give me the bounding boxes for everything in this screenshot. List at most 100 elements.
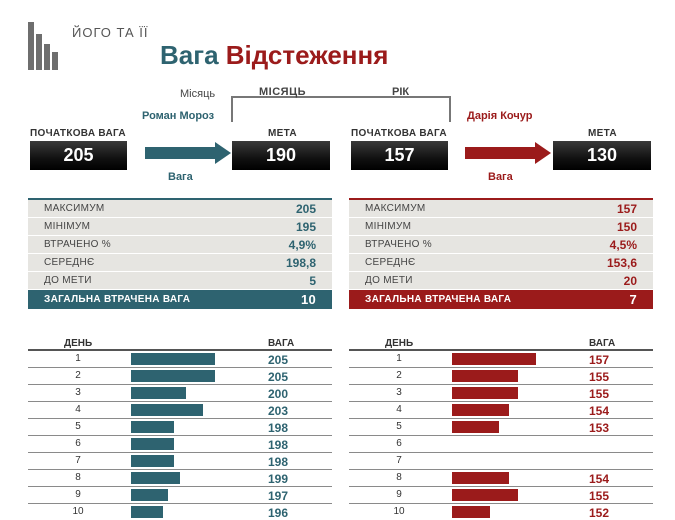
stat-label: ВТРАЧЕНО % <box>365 239 433 250</box>
weight-bar <box>131 455 174 467</box>
start-weight-label-right: ПОЧАТКОВА ВАГА <box>351 128 447 139</box>
table-row: 1 157 <box>349 351 653 368</box>
stat-label: ДО МЕТИ <box>44 275 92 286</box>
daily-table-left: ДЕНЬ ВАГА 1 205 2 205 3 200 4 203 5 198 6 198 7 198 8 1… <box>28 338 332 520</box>
start-weight-right[interactable]: 157 <box>351 141 448 170</box>
weight-cell[interactable]: 205 <box>268 353 289 367</box>
weight-cell[interactable]: 198 <box>268 455 289 469</box>
weight-cell[interactable]: 196 <box>268 506 289 520</box>
weight-bar <box>452 370 518 382</box>
weight-cell[interactable]: 152 <box>589 506 610 520</box>
stat-value: 157 <box>616 201 637 216</box>
weight-cell[interactable]: 205 <box>268 370 289 384</box>
table-rows: 1 157 2 155 3 155 4 154 5 153 6 7 8 154 9 155 10 152 <box>349 351 653 520</box>
weight-bar <box>131 506 163 518</box>
stat-row-to-goal: ДО МЕТИ 20 <box>349 272 653 290</box>
goal-label-left: МЕТА <box>268 128 297 139</box>
period-month[interactable]: МІСЯЦЬ <box>259 86 307 98</box>
weight-cell[interactable]: 154 <box>589 472 610 486</box>
table-row: 4 154 <box>349 402 653 419</box>
stat-row-min: МІНІМУМ 195 <box>28 218 332 236</box>
title-part-2: Відстеження <box>225 40 389 70</box>
weight-bar <box>452 489 518 501</box>
stat-value: 4,5% <box>609 237 637 252</box>
stat-value: 10 <box>300 292 316 307</box>
day-cell: 9 <box>75 489 81 500</box>
weight-bar <box>131 472 180 484</box>
day-cell: 6 <box>75 438 81 449</box>
day-column-header: ДЕНЬ <box>64 338 93 349</box>
weight-label-left: Вага <box>168 171 193 183</box>
weight-column-header: ВАГА <box>589 338 616 349</box>
weight-cell[interactable]: 155 <box>589 370 610 384</box>
stat-value: 153,6 <box>606 255 637 270</box>
stat-row-min: МІНІМУМ 150 <box>349 218 653 236</box>
weight-label-right: Вага <box>488 171 513 183</box>
day-cell: 2 <box>75 370 81 381</box>
table-row: 6 <box>349 436 653 453</box>
weight-cell[interactable]: 203 <box>268 404 289 418</box>
stat-row-max: МАКСИМУМ 157 <box>349 200 653 218</box>
table-row: 9 197 <box>28 487 332 504</box>
stat-label: МАКСИМУМ <box>365 203 426 214</box>
table-row: 7 <box>349 453 653 470</box>
person-name-right[interactable]: Дарія Кочур <box>467 110 533 122</box>
table-row: 2 155 <box>349 368 653 385</box>
weight-cell[interactable]: 155 <box>589 489 610 503</box>
stat-row-avg: СЕРЕДНЄ 153,6 <box>349 254 653 272</box>
table-header: ДЕНЬ ВАГА <box>28 338 332 351</box>
stat-value: 4,9% <box>288 237 316 252</box>
period-year[interactable]: РІК <box>392 86 410 98</box>
logo-icon <box>28 22 58 70</box>
daily-table-right: ДЕНЬ ВАГА 1 157 2 155 3 155 4 154 5 153 6 7 8 154 9 155… <box>349 338 653 520</box>
table-row: 3 200 <box>28 385 332 402</box>
goal-weight-left[interactable]: 190 <box>232 141 330 170</box>
table-row: 5 153 <box>349 419 653 436</box>
table-row: 8 199 <box>28 470 332 487</box>
table-row: 6 198 <box>28 436 332 453</box>
weight-cell[interactable]: 198 <box>268 421 289 435</box>
goal-weight-right[interactable]: 130 <box>553 141 651 170</box>
weight-cell[interactable]: 155 <box>589 387 610 401</box>
table-rows: 1 205 2 205 3 200 4 203 5 198 6 198 7 198 8 199 9 197 10 19… <box>28 351 332 520</box>
stat-row-total-lost: ЗАГАЛЬНА ВТРАЧЕНА ВАГА 10 <box>28 290 332 309</box>
brand-name: ЙОГО ТА ЇЇ <box>72 25 149 40</box>
start-weight-left[interactable]: 205 <box>30 141 127 170</box>
table-row: 7 198 <box>28 453 332 470</box>
day-cell: 10 <box>72 506 84 517</box>
weight-cell[interactable]: 198 <box>268 438 289 452</box>
stat-row-lost-pct: ВТРАЧЕНО % 4,5% <box>349 236 653 254</box>
weight-bar <box>131 387 186 399</box>
stat-label: МІНІМУМ <box>44 221 91 232</box>
weight-cell[interactable]: 153 <box>589 421 610 435</box>
weight-cell[interactable]: 157 <box>589 353 610 367</box>
day-cell: 3 <box>75 387 81 398</box>
stat-value: 5 <box>309 273 316 288</box>
table-header: ДЕНЬ ВАГА <box>349 338 653 351</box>
person-name-left[interactable]: Роман Мороз <box>142 110 215 122</box>
weight-cell[interactable]: 197 <box>268 489 289 503</box>
month-label: Місяць <box>180 88 216 100</box>
stat-value: 7 <box>629 292 637 307</box>
day-cell: 4 <box>396 404 402 415</box>
stat-label: ДО МЕТИ <box>365 275 413 286</box>
weight-bar <box>452 404 509 416</box>
weight-cell[interactable]: 199 <box>268 472 289 486</box>
stat-label: СЕРЕДНЄ <box>44 257 95 268</box>
stat-label: МАКСИМУМ <box>44 203 105 214</box>
weight-bar <box>131 353 215 365</box>
weight-cell[interactable]: 154 <box>589 404 610 418</box>
day-cell: 2 <box>396 370 402 381</box>
weight-bar <box>452 506 490 518</box>
table-row: 2 205 <box>28 368 332 385</box>
weight-cell[interactable]: 200 <box>268 387 289 401</box>
table-row: 9 155 <box>349 487 653 504</box>
title-part-1: Вага <box>160 40 219 70</box>
weight-bar <box>452 353 536 365</box>
day-cell: 4 <box>75 404 81 415</box>
table-row: 3 155 <box>349 385 653 402</box>
stats-panel-right: МАКСИМУМ 157 МІНІМУМ 150 ВТРАЧЕНО % 4,5% СЕ… <box>349 198 653 309</box>
day-cell: 9 <box>396 489 402 500</box>
day-cell: 8 <box>75 472 81 483</box>
table-row: 10 196 <box>28 504 332 520</box>
